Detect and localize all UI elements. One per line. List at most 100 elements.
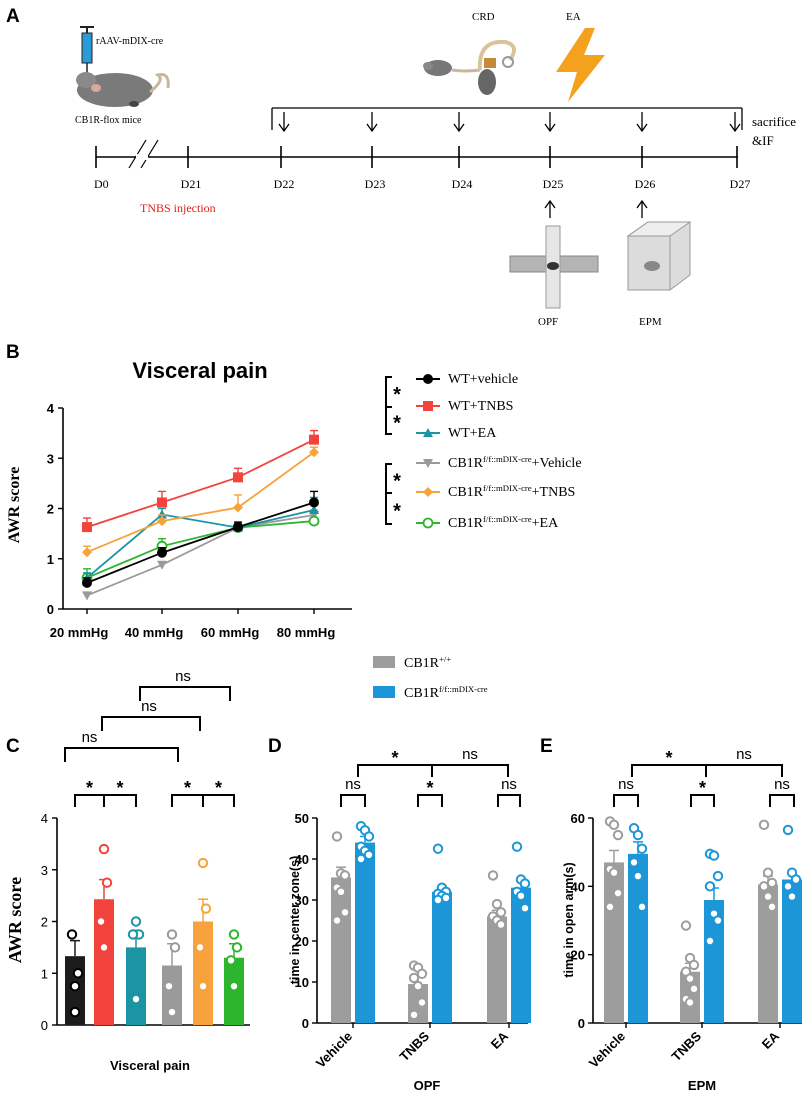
comparison-label: * (426, 778, 433, 798)
bar (162, 965, 182, 1025)
treatment-bracket (271, 107, 743, 130)
marker-triangle (309, 505, 319, 515)
legend-label-base: WT+vehicle (448, 372, 518, 387)
data-point (408, 1009, 420, 1020)
mouse-icon (76, 72, 170, 107)
chart-e-ylabel: time in open arm(s) (562, 862, 576, 977)
marker-triangle (157, 509, 167, 519)
day-label-d22: D22 (274, 177, 295, 191)
data-point (612, 887, 624, 899)
down-arrow-head (278, 123, 290, 133)
data-point (487, 870, 499, 881)
legend-cde-label-sup: f/f::mDIX-cre (439, 684, 488, 694)
data-point (790, 874, 802, 885)
comparison-label: * (184, 778, 191, 798)
epm-apparatus-icon (626, 221, 692, 291)
bar (487, 916, 507, 1023)
ea-label: EA (566, 11, 581, 23)
legend-label: WT+vehicle (448, 372, 518, 387)
y-tick-label: 50 (295, 811, 309, 826)
legend-label: CB1Rf/f::mDIX-cre+Vehicle (448, 454, 582, 471)
chart-c: 0 1 2 3 4 * * * * ns ns ns (41, 668, 250, 1033)
legend-label: CB1Rf/f::mDIX-cre+EA (448, 514, 559, 531)
series-line (86, 514, 315, 597)
lightning-icon (556, 28, 605, 102)
bar (628, 853, 648, 1023)
y-tick-label: 1 (41, 966, 48, 981)
y-tick-label: 60 (571, 811, 585, 826)
panel-e-letter: E (540, 736, 553, 757)
data-point (491, 898, 503, 910)
data-point (163, 980, 175, 992)
data-point (636, 843, 648, 854)
data-point (632, 870, 644, 882)
y-tick-label: 0 (302, 1016, 309, 1031)
data-point (712, 870, 724, 882)
data-point (604, 901, 616, 913)
data-point (680, 920, 692, 931)
data-point (197, 857, 209, 869)
opf-apparatus-icon (509, 225, 599, 309)
marker-circle (233, 522, 243, 533)
if-label: &IF (752, 133, 774, 148)
chart-b-legend: WT+vehicleWT+TNBSWT+EACB1Rf/f::mDIX-cre+… (385, 372, 582, 531)
comparison-label: ns (774, 776, 790, 793)
y-tick-label: 3 (47, 451, 54, 466)
series-4 (82, 446, 319, 558)
legend-label-base: WT+EA (448, 426, 497, 441)
comparison-label: * (86, 778, 93, 798)
y-tick-label: 3 (41, 863, 48, 878)
significance-bracket (385, 463, 392, 494)
x-tick-label: 60 mmHg (201, 625, 260, 640)
data-point (519, 878, 531, 889)
significance-bracket (385, 406, 392, 435)
injection-label: rAAV-mDIX-cre (96, 36, 164, 47)
x-tick-label: Vehicle (586, 1029, 628, 1071)
y-tick-label: 40 (295, 852, 309, 867)
comparison-bracket (431, 764, 509, 777)
data-point (66, 929, 78, 940)
marker-diamond (233, 502, 243, 513)
y-tick-label: 20 (571, 948, 585, 963)
x-tick-label: EA (488, 1028, 512, 1052)
comparison-label: ns (501, 776, 517, 793)
data-point (515, 890, 527, 902)
data-point (339, 870, 351, 881)
day-label-d27: D27 (730, 177, 751, 191)
tnbs-injection-label: TNBS injection (140, 201, 216, 215)
legend-label-sup: f/f::mDIX-cre (483, 483, 532, 493)
chart-d-xlabel: OPF (414, 1078, 441, 1093)
x-tick-label: EA (759, 1028, 783, 1052)
data-point (758, 819, 770, 831)
x-tick-label: 20 mmHg (50, 625, 109, 640)
data-point (169, 942, 181, 953)
legend-cde: CB1R+/+CB1Rf/f::mDIX-cre (373, 654, 488, 701)
y-tick-label: 30 (295, 893, 309, 908)
comparison-label: ns (82, 729, 98, 746)
day-arrows (278, 112, 741, 133)
panel-d-letter: D (268, 736, 282, 757)
panel-c-letter: C (6, 736, 20, 757)
marker-circle (309, 497, 319, 508)
data-point (704, 935, 716, 947)
marker-square (82, 522, 92, 533)
series-5 (81, 515, 320, 584)
chart-e-xlabel: EPM (688, 1078, 716, 1093)
comparison-label: * (665, 748, 672, 768)
marker-diamond (82, 547, 92, 558)
legend-cde-label-base: CB1R (404, 686, 440, 701)
data-point (782, 881, 794, 892)
data-point (98, 843, 110, 855)
chart-b-ylabel: AWR score (6, 467, 23, 544)
legend-label: CB1Rf/f::mDIX-cre+TNBS (448, 483, 575, 500)
test-arrows (544, 199, 648, 218)
comparison-bracket (497, 794, 521, 807)
y-tick-label: 4 (47, 401, 55, 416)
comparison-bracket (769, 794, 795, 807)
marker-square (157, 497, 167, 508)
data-point (197, 980, 209, 992)
legend-label-base: CB1R (448, 456, 484, 471)
data-point (200, 903, 212, 914)
legend-label: WT+EA (448, 426, 497, 441)
data-point (684, 973, 696, 984)
